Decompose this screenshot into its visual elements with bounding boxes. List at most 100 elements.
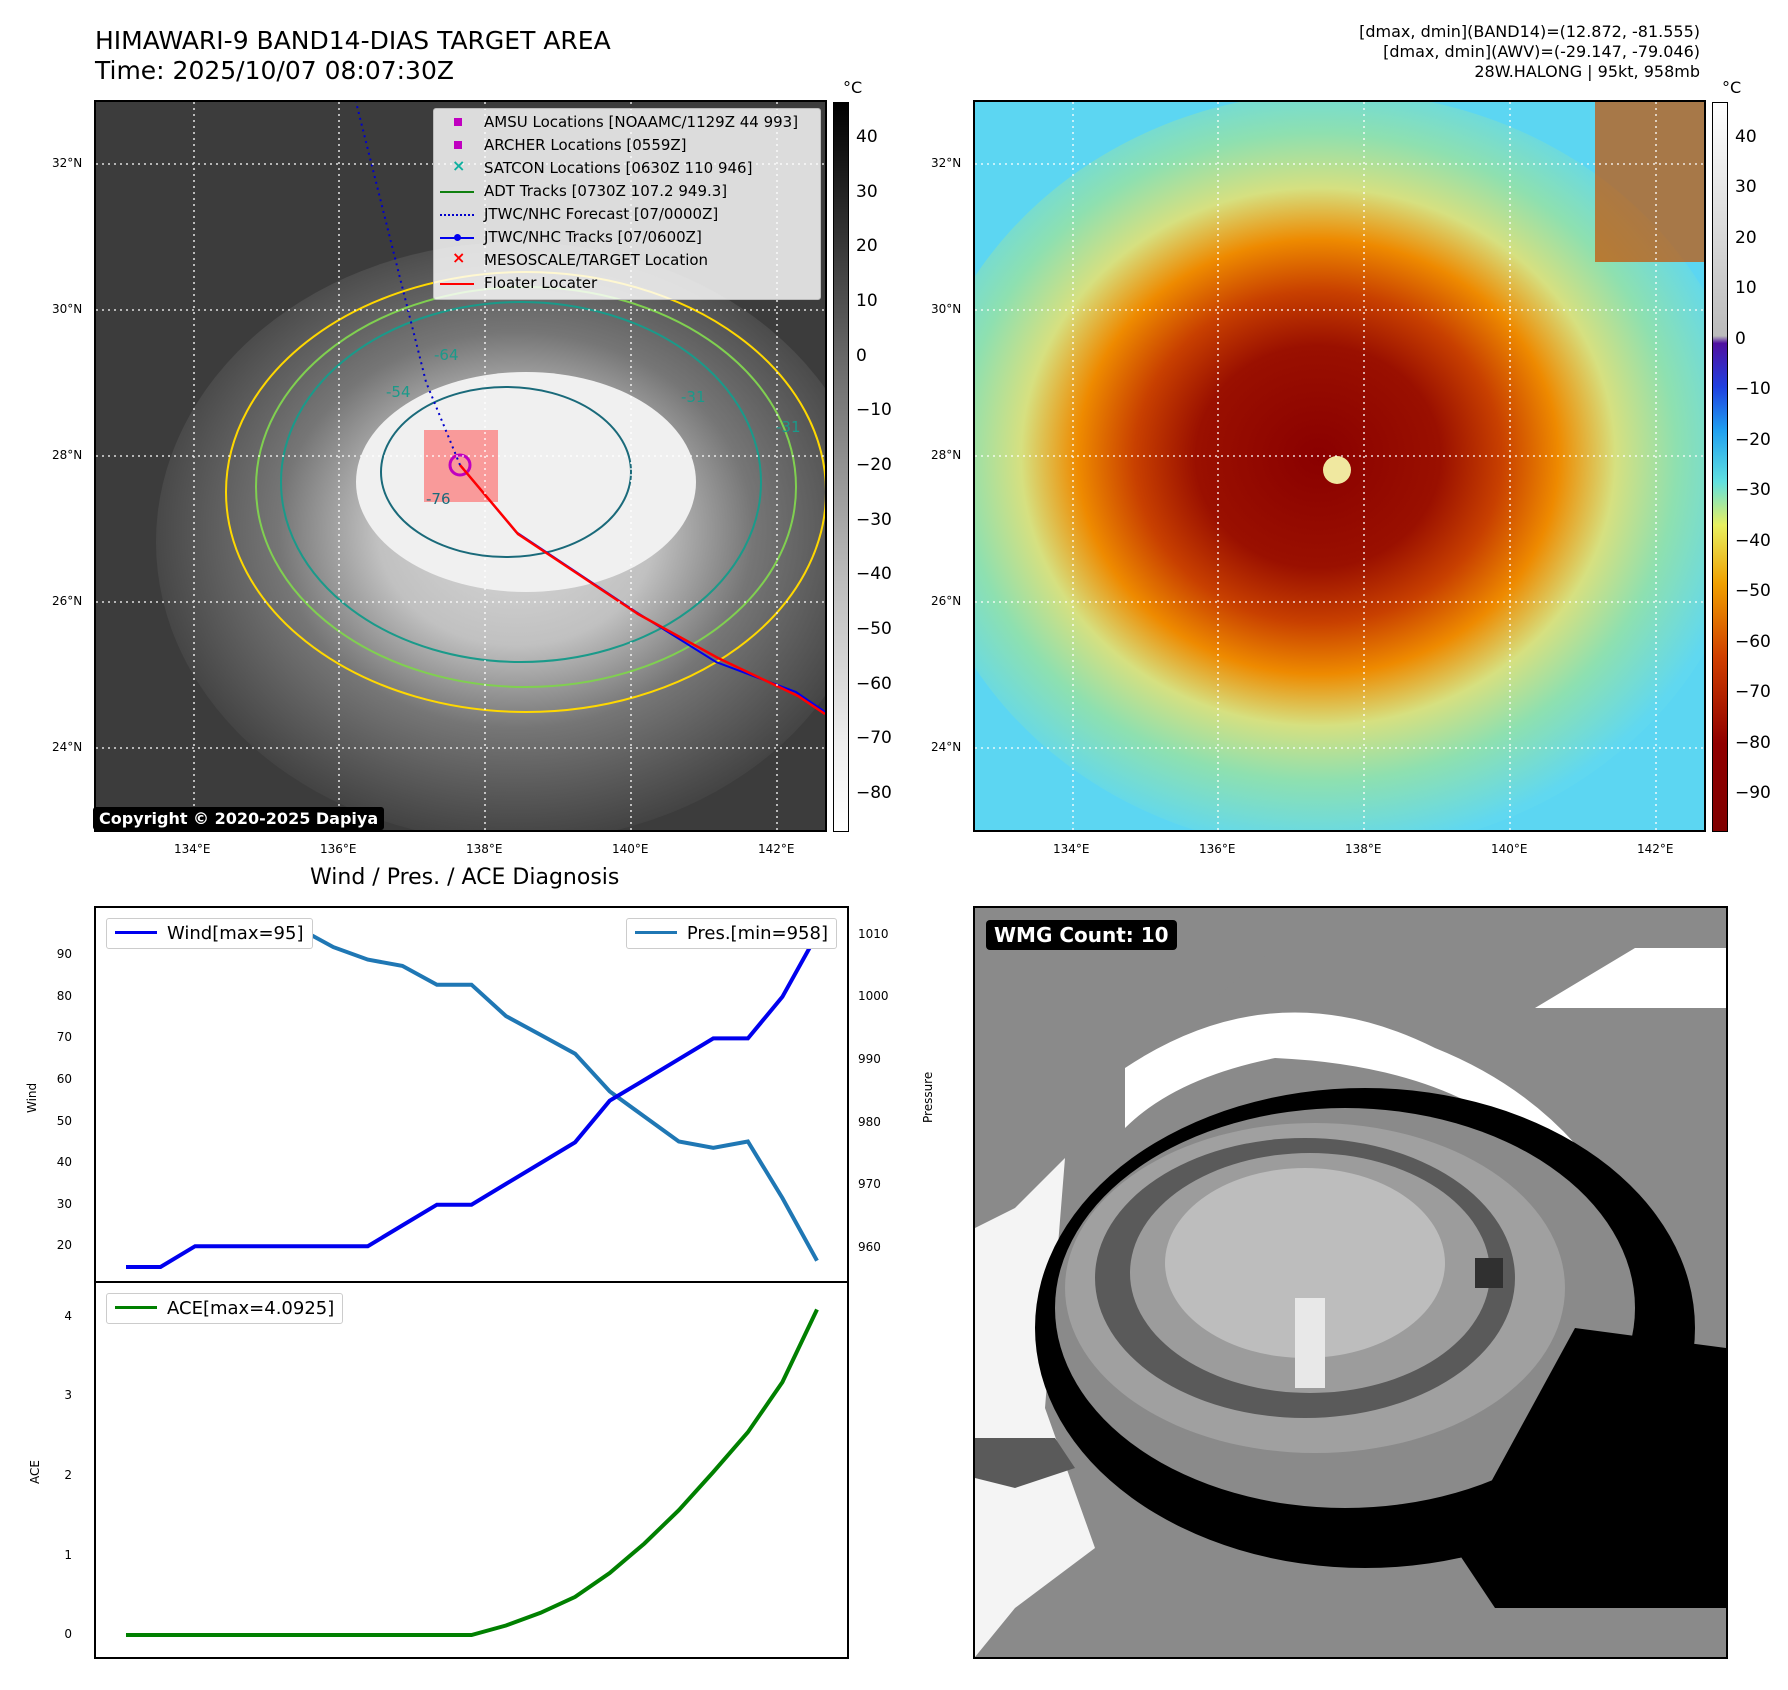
line-marker-icon	[440, 191, 474, 193]
awv-map-image	[975, 102, 1704, 830]
ace-axis-label: ACE	[28, 1460, 42, 1484]
axis-tick-label: 20	[56, 1238, 72, 1253]
lat-label: 28°N	[931, 448, 962, 462]
axis-tick-label: 80	[56, 988, 72, 1003]
axis-tick-label: 2	[64, 1467, 72, 1482]
dot-marker-icon	[454, 234, 461, 241]
colorbar-tick-label: −40	[1735, 530, 1771, 551]
legend-item-archer: ARCHER Locations [0559Z]	[434, 136, 820, 156]
ace-series-line	[126, 1308, 819, 1637]
info-line-2: [dmax, dmin](AWV)=(-29.147, -79.046)	[1383, 42, 1700, 61]
info-line-1: [dmax, dmin](BAND14)=(12.872, -81.555)	[1359, 22, 1700, 41]
legend-item-floater: Floater Locater	[434, 274, 820, 294]
colorbar-tick-label: −70	[856, 728, 892, 749]
colorbar-tick-label: −20	[1735, 429, 1771, 450]
axis-tick-label: 50	[56, 1113, 72, 1128]
track-legend: AMSU Locations [NOAAMC/1129Z 44 993] ARC…	[433, 108, 821, 300]
contour-label: -54	[386, 383, 411, 401]
square-marker-icon	[454, 118, 462, 126]
colorbar-tick-label: 10	[856, 291, 878, 311]
colorbar-tick-label: −40	[856, 564, 892, 585]
diagnosis-title: Wind / Pres. / ACE Diagnosis	[310, 865, 620, 890]
legend-item-satcon: × SATCON Locations [0630Z 110 946]	[452, 156, 753, 177]
colorbar-tick-label: −60	[856, 673, 892, 694]
lat-label: 24°N	[52, 740, 83, 754]
wind-axis-label: Wind	[25, 1082, 39, 1113]
x-marker-icon: ×	[452, 248, 466, 267]
legend-item-adt: ADT Tracks [0730Z 107.2 949.3]	[434, 182, 820, 202]
colorbar-tick-label: −10	[856, 400, 892, 421]
colorbar-tick-label: 10	[1735, 278, 1757, 299]
contour-label: -76	[426, 490, 451, 508]
lat-label: 26°N	[52, 594, 83, 608]
copyright-badge: Copyright © 2020-2025 Dapiya	[93, 807, 385, 830]
wind-legend: Wind[max=95]	[106, 918, 313, 949]
title-line-2: Time: 2025/10/07 08:07:30Z	[95, 56, 454, 85]
axis-tick-label: 1000	[858, 989, 889, 1004]
line-marker-icon	[115, 931, 157, 934]
colorbar-left	[833, 102, 849, 832]
pressure-series-line	[126, 926, 819, 1262]
line-marker-icon	[440, 283, 474, 285]
colorbar-tick-label: −90	[1735, 783, 1771, 803]
info-line-3: 28W.HALONG | 95kt, 958mb	[1474, 62, 1700, 81]
wind-pressure-plot	[126, 926, 819, 1269]
lon-label: 140°E	[1491, 842, 1528, 856]
lat-label: 24°N	[931, 740, 962, 754]
lon-label: 142°E	[1637, 842, 1674, 856]
lon-label: 134°E	[1053, 842, 1090, 856]
lat-label: 28°N	[52, 448, 83, 462]
ace-plot	[126, 1308, 819, 1637]
colorbar-tick-label: −50	[856, 619, 892, 639]
axis-tick-label: 960	[858, 1240, 881, 1255]
wmg-image	[975, 908, 1726, 1657]
lon-label: 134°E	[174, 842, 211, 856]
legend-item-forecast: JTWC/NHC Forecast [07/0000Z]	[434, 205, 820, 225]
colorbar-tick-label: 40	[856, 127, 878, 147]
awv-map-panel	[973, 100, 1706, 832]
colorbar-unit: °C	[843, 78, 863, 97]
colorbar-tick-label: −70	[1735, 682, 1771, 703]
colorbar-tick-label: 0	[1735, 328, 1746, 349]
axis-tick-label: 40	[56, 1155, 72, 1170]
lon-label: 138°E	[1345, 842, 1382, 856]
colorbar-tick-label: 30	[1735, 177, 1757, 198]
colorbar-tick-label: −30	[856, 509, 892, 530]
pressure-axis-label: Pressure	[921, 1071, 935, 1123]
lon-label: 138°E	[466, 842, 503, 856]
wind-series-line	[126, 933, 819, 1269]
colorbar-tick-label: 0	[856, 345, 867, 366]
lon-label: 136°E	[1199, 842, 1236, 856]
colorbar-tick-label: 30	[856, 181, 878, 202]
colorbar-tick-label: −80	[1735, 732, 1771, 753]
contour-label: -31	[681, 388, 706, 406]
lon-label: 142°E	[758, 842, 795, 856]
lat-label: 26°N	[931, 594, 962, 608]
axis-tick-label: 60	[56, 1071, 72, 1086]
contour-label: -64	[434, 346, 459, 364]
legend-item-amsu: AMSU Locations [NOAAMC/1129Z 44 993]	[434, 113, 820, 133]
x-marker-icon: ×	[452, 156, 466, 175]
axis-tick-label: 1	[64, 1547, 72, 1562]
axis-tick-label: 4	[64, 1308, 72, 1323]
line-marker-icon	[115, 1306, 157, 1309]
line-marker-icon	[634, 931, 677, 934]
colorbar-tick-label: −80	[856, 783, 892, 803]
legend-item-target: × MESOSCALE/TARGET Location	[452, 248, 709, 269]
lon-label: 136°E	[320, 842, 357, 856]
colorbar-tick-label: 40	[1735, 127, 1757, 147]
map-gridlines	[975, 102, 1704, 830]
legend-item-tracks: JTWC/NHC Tracks [07/0600Z]	[434, 228, 820, 248]
colorbar-tick-label: −30	[1735, 480, 1771, 501]
colorbar-tick-label: 20	[1735, 227, 1757, 248]
colorbar-tick-label: −20	[856, 455, 892, 475]
colorbar-tick-label: −60	[1735, 631, 1771, 652]
axis-tick-label: 90	[56, 947, 72, 962]
axis-tick-label: 3	[64, 1388, 72, 1403]
wmg-panel	[973, 906, 1728, 1659]
lat-label: 32°N	[52, 156, 83, 170]
contour-label: -31	[776, 418, 801, 436]
colorbar-tick-label: 20	[856, 236, 878, 257]
wmg-count-badge: WMG Count: 10	[986, 920, 1177, 950]
square-marker-icon	[454, 141, 462, 149]
